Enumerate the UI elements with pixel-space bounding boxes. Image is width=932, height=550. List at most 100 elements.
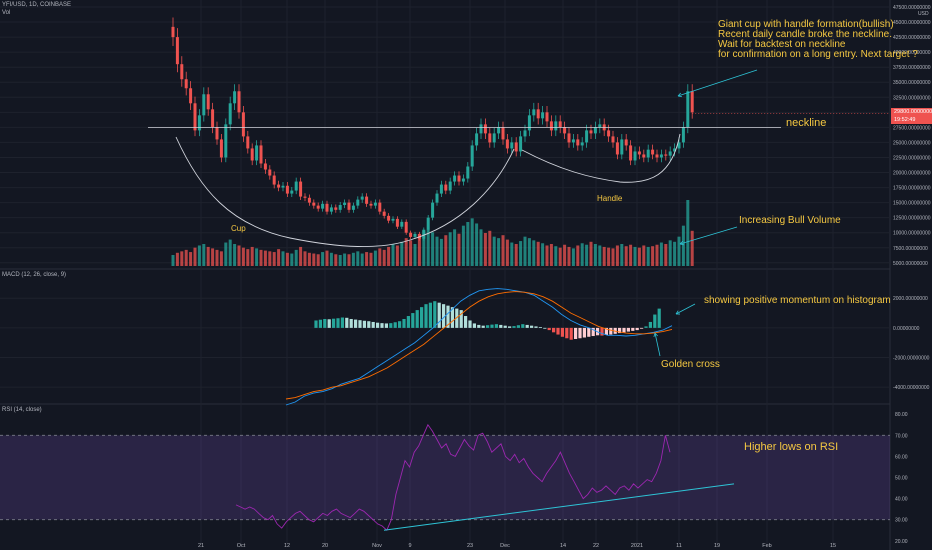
volume-bar — [321, 252, 325, 266]
signal-line — [285, 291, 673, 400]
volume-bar — [488, 230, 492, 266]
cup-curve — [175, 136, 515, 247]
volume-annotation-arrow — [679, 226, 738, 245]
price-axis-label: 10000.00000000 — [893, 231, 931, 237]
macd-histogram-bar — [371, 321, 375, 328]
macd-histogram-bar — [516, 325, 520, 328]
candle-body — [321, 203, 325, 209]
macd-histogram-bar — [530, 325, 534, 328]
candle-body — [448, 181, 452, 191]
volume-bar — [611, 248, 615, 266]
price-axis-label: 35000.00000000 — [893, 80, 931, 86]
x-tick-label: 9 — [408, 543, 411, 549]
volume-bar — [404, 238, 408, 266]
candle-body — [563, 127, 567, 134]
price-axis-label: 17500.00000000 — [893, 186, 931, 192]
volume-bar — [629, 244, 633, 266]
x-tick-label: 14 — [560, 543, 566, 549]
volume-bar — [439, 238, 443, 266]
candle-body — [193, 103, 197, 131]
macd-histogram-bar — [398, 321, 402, 328]
price-axis-label: 12500.00000000 — [893, 216, 931, 222]
candle-body — [514, 142, 518, 152]
volume-header: Vol — [2, 10, 11, 16]
macd-axis-label: -2000.00000000 — [893, 356, 930, 362]
candle-body — [554, 121, 558, 131]
price-axis-label: 32500.00000000 — [893, 95, 931, 101]
candle-body — [373, 202, 377, 206]
volume-bar — [668, 240, 672, 266]
candle-body — [655, 154, 659, 158]
candle-body — [387, 215, 391, 221]
candle-body — [673, 148, 677, 152]
volume-bar — [479, 229, 483, 266]
price-axis-label: 15000.00000000 — [893, 201, 931, 207]
volume-bar — [475, 223, 479, 266]
volume-bar — [369, 252, 373, 266]
volume-bar — [206, 246, 210, 266]
cup-label: Cup — [231, 224, 246, 233]
volume-bar — [483, 233, 487, 266]
macd-histogram-bar — [367, 321, 371, 328]
candle-body — [598, 124, 602, 128]
volume-bar — [422, 230, 426, 266]
candle-body — [246, 136, 250, 149]
candle-body — [250, 148, 254, 161]
macd-histogram-bar — [420, 307, 424, 328]
candle-body — [505, 139, 509, 149]
volume-bar — [263, 250, 267, 266]
macd-histogram-bar — [384, 323, 388, 328]
volume-bar — [558, 247, 562, 266]
volume-bar — [180, 251, 184, 266]
candle-body — [307, 197, 311, 203]
candle-body — [624, 139, 628, 146]
candle-body — [316, 205, 320, 209]
volume-bar — [303, 251, 307, 266]
volume-bar — [281, 251, 285, 266]
volume-annotation-arrow-head — [679, 240, 684, 246]
volume-bar — [224, 242, 228, 266]
macd-histogram-bar — [657, 308, 661, 328]
volume-bar — [514, 244, 518, 266]
candle-body — [453, 175, 457, 182]
macd-histogram-bar — [635, 327, 639, 331]
momentum-annotation: showing positive momentum on histogram — [704, 295, 891, 306]
x-tick-label: 12 — [284, 543, 290, 549]
candle-body — [527, 115, 531, 131]
x-tick-label: 23 — [467, 543, 473, 549]
volume-bar — [338, 255, 342, 266]
macd-histogram-bar — [433, 301, 437, 328]
volume-bar — [193, 247, 197, 266]
volume-bar — [501, 235, 505, 266]
candle-body — [461, 178, 465, 182]
candle-body — [510, 142, 514, 149]
candle-body — [589, 130, 593, 134]
macd-histogram-bar — [640, 327, 644, 329]
volume-bar — [431, 232, 435, 266]
macd-histogram-bar — [340, 317, 344, 328]
candle-body — [334, 207, 338, 210]
candle-body — [664, 154, 668, 156]
cup-annotation-arrow — [677, 69, 758, 97]
volume-bar — [413, 244, 417, 266]
rsi-axis-label: 60.00 — [895, 454, 908, 460]
volume-bar — [646, 246, 650, 266]
macd-histogram-bar — [437, 302, 441, 328]
candle-body — [470, 145, 474, 167]
volume-bar — [545, 245, 549, 266]
candle-body — [607, 130, 611, 137]
volume-bar — [197, 245, 201, 266]
volume-bar — [299, 246, 303, 266]
macd-histogram-bar — [653, 314, 657, 328]
volume-bar — [448, 232, 452, 266]
macd-histogram-bar — [609, 327, 613, 335]
volume-bar — [391, 244, 395, 266]
volume-bar — [290, 253, 294, 266]
candle-body — [620, 139, 624, 155]
annotation-line: for confirmation on a long entry. Next t… — [718, 49, 918, 60]
macd-histogram-bar — [503, 325, 507, 328]
volume-bar — [673, 241, 677, 266]
candle-body — [404, 221, 408, 233]
